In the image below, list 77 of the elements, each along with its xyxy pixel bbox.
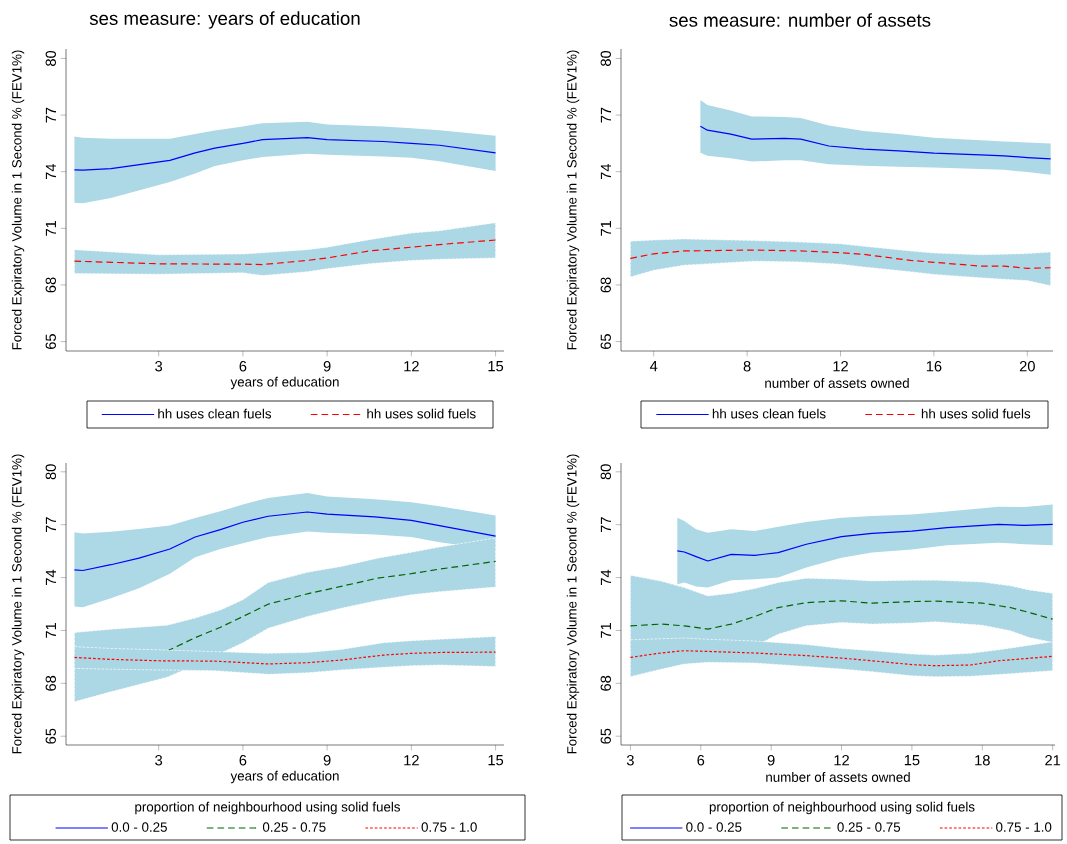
legend-title: proportion of neighbourhood using solid fuels	[709, 801, 975, 815]
line-series	[73, 651, 497, 665]
y-tick-label: 65	[600, 728, 611, 744]
y-axis-title: Forced Expiratory Volume in 1 Second % (FEV1%)	[566, 50, 580, 350]
x-tick-label: 9	[767, 755, 775, 766]
y-axis-title: Forced Expiratory Volume in 1 Second % (FEV1%)	[11, 50, 25, 350]
y-tick-label: 71	[45, 623, 56, 638]
legend-label: 0.75 - 1.0	[421, 822, 477, 832]
legend-label: 0.75 - 1.0	[996, 822, 1052, 832]
x-tick-label: 9	[323, 755, 331, 766]
x-tick-label: 6	[697, 755, 705, 766]
x-tick-label: 20	[1019, 361, 1035, 372]
x-tick-label: 12	[833, 361, 848, 372]
y-tick-label: 71	[600, 623, 611, 638]
y-tick-label: 68	[45, 277, 56, 293]
x-tick-label: 3	[155, 361, 163, 372]
x-tick-label: 12	[834, 755, 849, 766]
legend-label: hh uses solid fuels	[921, 408, 1031, 419]
line-series	[699, 125, 1052, 160]
line-series	[73, 239, 497, 266]
chart-title: ses measure: number of assets	[669, 13, 931, 27]
x-tick-label: 15	[904, 755, 920, 766]
x-tick-label: 21	[1045, 755, 1061, 766]
x-tick-label: 4	[649, 361, 658, 372]
y-tick-label: 71	[45, 220, 56, 236]
legend-label: 0.25 - 0.75	[262, 822, 326, 832]
y-tick-label: 77	[45, 107, 56, 123]
x-tick-label: 9	[323, 361, 331, 372]
y-tick-label: 65	[600, 334, 611, 349]
x-axis-title: number of assets owned	[765, 378, 909, 388]
y-axis-title: Forced Expiratory Volume in 1 Second % (FEV1%)	[11, 454, 25, 754]
legend-label: hh uses clean fuels	[712, 408, 826, 419]
x-tick-label: 15	[488, 755, 504, 766]
x-tick-label: 6	[239, 755, 247, 766]
x-tick-label: 8	[743, 361, 751, 372]
y-axis-title: Forced Expiratory Volume in 1 Second % (FEV1%)	[566, 454, 580, 754]
y-tick-label: 77	[45, 517, 56, 533]
x-tick-label: 18	[975, 755, 990, 766]
line-series	[629, 650, 1054, 667]
x-axis-title: number of assets owned	[766, 772, 910, 782]
y-tick-label: 74	[45, 163, 56, 180]
y-tick-label: 80	[600, 50, 611, 66]
legend-label: hh uses solid fuels	[367, 408, 476, 419]
y-tick-label: 65	[45, 334, 56, 349]
y-tick-label: 80	[600, 464, 611, 480]
y-tick-label: 80	[45, 50, 56, 66]
y-tick-label: 71	[600, 220, 611, 236]
x-tick-label: 12	[404, 361, 419, 372]
x-axis-title: years of education	[230, 376, 339, 390]
y-tick-label: 74	[45, 569, 56, 585]
line-series	[73, 511, 497, 572]
line-series	[676, 523, 1054, 562]
x-tick-label: 3	[155, 755, 163, 766]
x-axis-title: years of education	[230, 770, 339, 784]
y-tick-label: 77	[600, 107, 611, 123]
line-series	[166, 560, 497, 652]
line-series	[629, 600, 1054, 630]
legend-title: proportion of neighbourhood using solid fuels	[135, 801, 401, 815]
legend-label: 0.0 - 0.25	[111, 822, 167, 832]
line-series	[73, 137, 497, 171]
x-tick-label: 16	[926, 361, 942, 372]
legend-label: 0.0 - 0.25	[686, 822, 742, 832]
legend-label: 0.25 - 0.75	[837, 822, 901, 832]
x-tick-label: 6	[239, 361, 247, 372]
y-tick-label: 74	[600, 569, 611, 585]
y-tick-label: 68	[600, 277, 611, 293]
y-tick-label: 74	[600, 163, 611, 180]
chart-title: ses measure: years of education	[89, 11, 360, 29]
y-tick-label: 68	[45, 675, 56, 691]
x-tick-label: 15	[488, 361, 504, 372]
y-tick-label: 68	[600, 675, 611, 691]
legend-label: hh uses clean fuels	[158, 408, 272, 419]
x-tick-label: 3	[626, 755, 634, 766]
y-tick-label: 65	[45, 728, 56, 744]
x-tick-label: 12	[404, 755, 419, 766]
y-tick-label: 77	[600, 517, 611, 533]
y-tick-label: 80	[45, 464, 56, 480]
